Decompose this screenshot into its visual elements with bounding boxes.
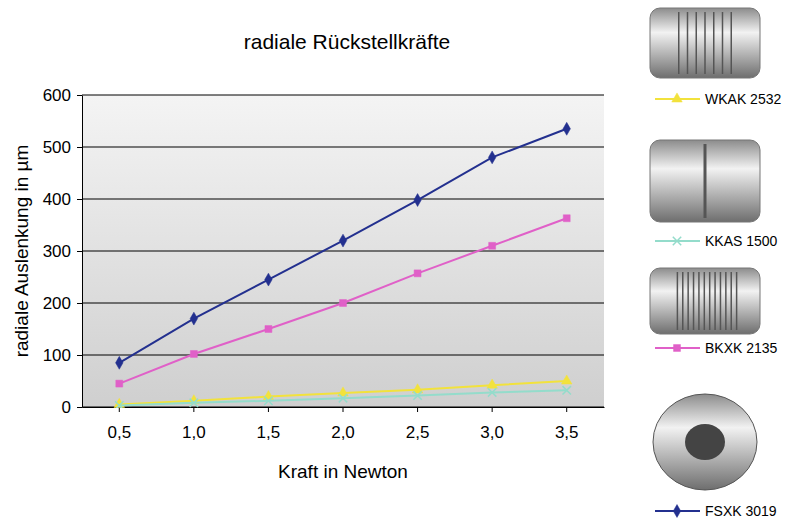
x-tick: 1,5: [257, 407, 281, 442]
x-tick: 1,0: [182, 407, 206, 442]
y-tick-mark: [77, 355, 82, 356]
point: [488, 151, 495, 164]
point: [190, 312, 197, 325]
point: [414, 270, 421, 277]
x-tick-mark: [417, 407, 418, 412]
y-tick-mark: [77, 303, 82, 304]
x-tick-mark: [119, 407, 120, 412]
grid-line: [82, 251, 604, 252]
x-tick-mark: [492, 407, 493, 412]
grid: [82, 95, 604, 407]
x-tick-mark: [268, 407, 269, 412]
x-axis: 0,5 1,0 1,5 2,0 2,5 3,0 3,5: [83, 407, 605, 442]
y-tick-mark: [77, 95, 82, 96]
point: [340, 300, 347, 307]
legend-label: BKXK 2135: [705, 340, 778, 356]
title: radiale Rückstellkräfte: [244, 30, 451, 53]
y-tick: 100: [43, 346, 82, 365]
y-tick-label: 500: [43, 138, 71, 157]
point: [414, 194, 421, 207]
x-tick: 3,5: [555, 407, 579, 442]
x-tick-label: 2,0: [331, 423, 355, 442]
x-tick-label: 0,5: [107, 423, 131, 442]
x-tick-label: 1,5: [257, 423, 281, 442]
y-tick-label: 0: [62, 398, 71, 417]
y-tick-mark: [77, 407, 82, 408]
y-axis-line: [82, 96, 83, 408]
x-tick: 3,0: [480, 407, 504, 442]
grid-line: [82, 355, 604, 356]
point: [116, 380, 123, 387]
y-tick: 400: [43, 190, 82, 209]
x-tick-mark: [566, 407, 567, 412]
point: [563, 386, 571, 394]
point: [561, 375, 572, 384]
x-tick: 0,5: [107, 407, 131, 442]
x-tick-label: 3,5: [555, 423, 579, 442]
x-tick-label: 3,0: [480, 423, 504, 442]
point: [413, 391, 421, 399]
point: [115, 401, 123, 408]
y-tick-mark: [77, 199, 82, 200]
series-line: [119, 218, 566, 383]
y-tick-mark: [77, 147, 82, 148]
series-line: [119, 390, 566, 405]
grid-line: [82, 199, 604, 200]
grid-line: [82, 95, 604, 96]
y-tick: 300: [43, 242, 82, 261]
point: [265, 326, 272, 333]
plot-area: [82, 95, 604, 407]
y-tick-label: 400: [43, 190, 71, 209]
series-line: [119, 129, 566, 363]
x-tick-mark: [343, 407, 344, 412]
y-tick: 600: [43, 86, 82, 105]
point: [563, 122, 570, 135]
y-axis: 0 100 200 300 400 500 600: [43, 86, 83, 417]
y-tick: 500: [43, 138, 82, 157]
x-tick: 2,5: [406, 407, 430, 442]
coupling-icon: [650, 140, 760, 222]
y-tick-label: 100: [43, 346, 71, 365]
legend-label: WKAK 2532: [705, 91, 781, 107]
legend-marker: [674, 345, 681, 352]
legend: WKAK 2532 KKAS 1500 BKXK 2135 FSXK 3019: [650, 8, 781, 519]
point: [339, 234, 346, 247]
point: [339, 394, 347, 402]
point: [264, 397, 272, 405]
x-tick-mark: [193, 407, 194, 412]
coupling-icon: [650, 268, 760, 334]
point: [487, 379, 498, 388]
y-tick-label: 600: [43, 86, 71, 105]
x-tick-label: 1,0: [182, 423, 206, 442]
legend-marker: [673, 505, 680, 518]
coupling-icon: [650, 8, 760, 78]
y-tick: 0: [62, 398, 82, 417]
point: [489, 242, 496, 249]
point: [190, 399, 198, 407]
legend-label: FSXK 3019: [705, 503, 777, 519]
x-axis-title: Kraft in Newton: [278, 461, 408, 482]
point: [190, 350, 197, 357]
legend-marker: [673, 237, 681, 245]
point: [263, 391, 274, 400]
legend-label: KKAS 1500: [705, 233, 778, 249]
x-tick-label: 2,5: [406, 423, 430, 442]
legend-marker: [672, 93, 683, 102]
point: [563, 215, 570, 222]
y-tick-label: 300: [43, 242, 71, 261]
point: [488, 388, 496, 396]
y-tick-mark: [77, 251, 82, 252]
coupling-icon: [653, 394, 757, 490]
x-tick: 2,0: [331, 407, 355, 442]
y-axis-title: radiale Auslenkung in µm: [11, 145, 32, 358]
point: [265, 273, 272, 286]
grid-line: [82, 147, 604, 148]
marks: [114, 122, 572, 408]
y-tick: 200: [43, 294, 82, 313]
point: [116, 356, 123, 369]
chart: 0 100 200 300 400 500 600 0,5 1,0 1,5 2,0 2,5 3,0 3,5…: [0, 0, 800, 528]
y-tick-label: 200: [43, 294, 71, 313]
